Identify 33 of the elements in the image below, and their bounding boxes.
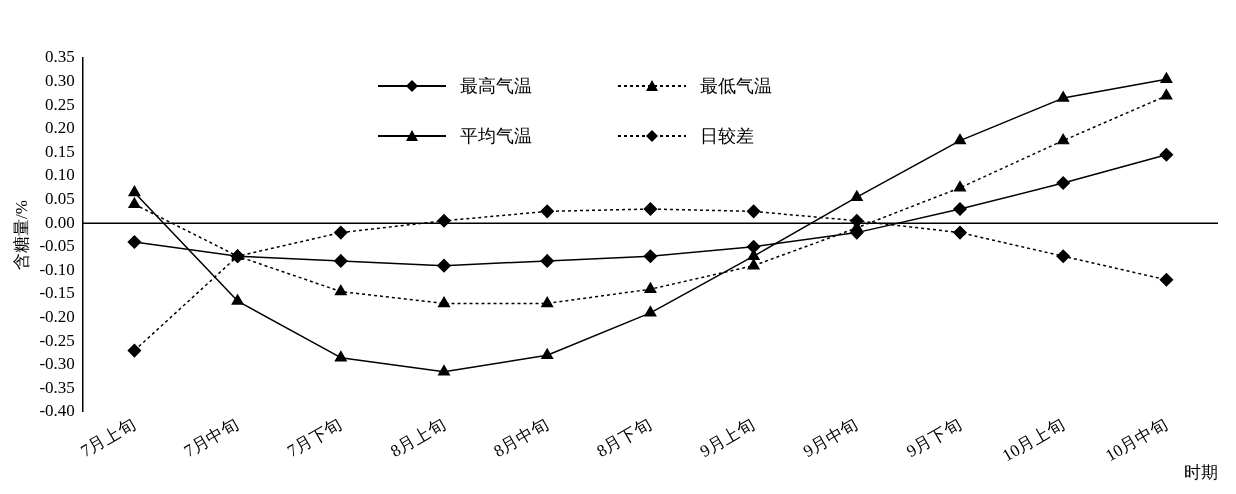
y-tick-label: 0.35 [45, 47, 75, 67]
y-tick-label: 0.00 [45, 212, 75, 232]
x-tick-label: 8月下旬 [593, 414, 655, 461]
x-tick-label: 10月中旬 [1102, 414, 1171, 466]
x-axis-title: 时期 [1184, 463, 1218, 483]
y-tick-label: -0.25 [39, 330, 75, 350]
legend-label: 最低气温 [700, 75, 772, 98]
y-tick-label: 0.20 [45, 118, 75, 138]
y-tick-label: 0.30 [45, 71, 75, 91]
legend-label: 平均气温 [460, 125, 532, 148]
y-tick-label: -0.30 [39, 354, 75, 374]
y-tick-label: -0.20 [39, 307, 75, 327]
y-tick-label: -0.40 [39, 401, 75, 421]
x-tick-label: 8月上旬 [387, 414, 449, 461]
x-tick-label: 7月上旬 [77, 414, 139, 461]
y-tick-label: 0.25 [45, 94, 75, 114]
y-axis-title: 含糖量/% [11, 200, 31, 270]
x-tick-label: 7月下旬 [284, 414, 346, 461]
y-tick-label: 0.05 [45, 189, 75, 209]
y-tick-label: -0.15 [39, 283, 75, 303]
y-tick-label: 0.10 [45, 165, 75, 185]
y-tick-label: -0.05 [39, 236, 75, 256]
y-tick-label: -0.10 [39, 259, 75, 279]
x-tick-label: 10月上旬 [999, 414, 1068, 466]
legend-label: 最高气温 [460, 75, 532, 98]
x-tick-label: 9月下旬 [903, 414, 965, 461]
x-tick-label: 9月上旬 [696, 414, 758, 461]
x-tick-label: 7月中旬 [180, 414, 242, 461]
y-tick-label: -0.35 [39, 377, 75, 397]
y-tick-label: 0.15 [45, 141, 75, 161]
legend-label: 日较差 [700, 125, 754, 148]
x-tick-label: 8月中旬 [490, 414, 552, 461]
x-tick-label: 9月中旬 [800, 414, 862, 461]
